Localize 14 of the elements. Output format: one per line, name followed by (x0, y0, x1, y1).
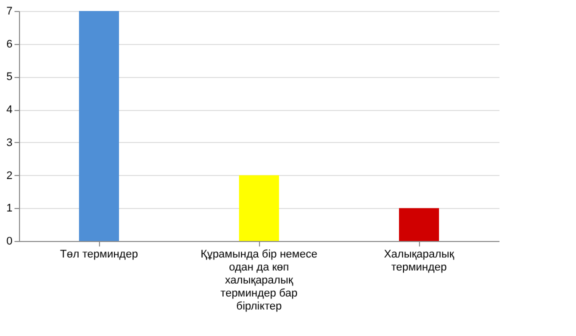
x-tick-label: Құрамында бір немесе одан да көп халықаралық терминдер бар бірліктер (200, 248, 318, 312)
x-tick-label: Халықаралық терминдер (384, 248, 454, 274)
y-tick-label: 4 (6, 104, 12, 116)
y-tick-label: 6 (6, 38, 12, 50)
bar (239, 175, 279, 241)
y-tick-label: 2 (6, 170, 12, 182)
y-tick-label: 0 (6, 236, 12, 248)
bar (399, 208, 439, 241)
bar (79, 11, 119, 241)
y-tick-label: 3 (6, 136, 12, 149)
y-tick-label: 1 (6, 202, 12, 215)
y-tick-label: 7 (6, 6, 12, 18)
y-tick-label: 5 (6, 71, 12, 84)
x-tick-label: Төл терминдер (60, 248, 138, 260)
